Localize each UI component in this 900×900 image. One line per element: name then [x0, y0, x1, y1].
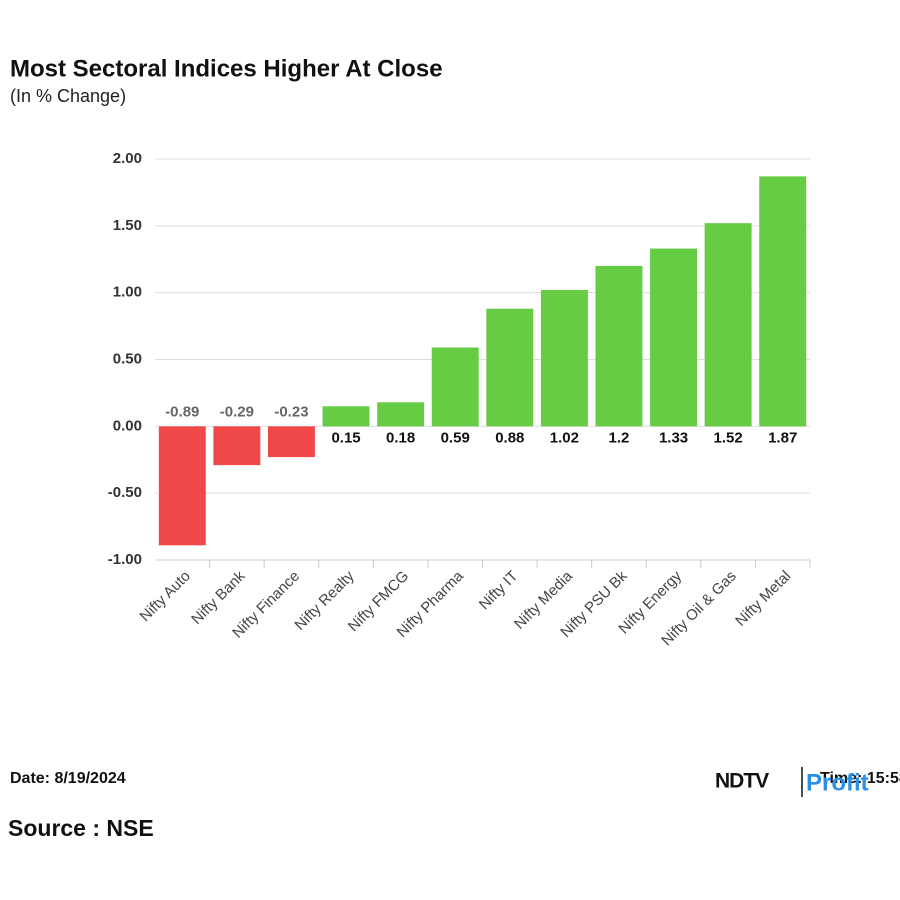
bar — [759, 176, 807, 427]
x-tick-label: Nifty Metal — [732, 568, 794, 630]
value-label: 0.18 — [386, 429, 415, 446]
value-label: -0.89 — [165, 403, 199, 420]
chart-subtitle: (In % Change) — [10, 86, 126, 106]
bar — [704, 223, 752, 427]
chart-title: Most Sectoral Indices Higher At Close — [10, 55, 443, 82]
source: Source : NSE — [8, 815, 154, 841]
value-label: 1.02 — [550, 429, 579, 446]
value-label: 0.59 — [441, 429, 470, 446]
bar — [431, 347, 479, 427]
value-label: 1.52 — [714, 429, 743, 446]
time: Time: 15:58 — [820, 770, 900, 787]
y-tick-label: 1.50 — [113, 217, 142, 234]
date: Date: 8/19/2024 — [10, 770, 126, 787]
bar — [595, 265, 643, 427]
bar — [213, 426, 261, 466]
bar — [486, 308, 534, 427]
value-label: 1.33 — [659, 429, 688, 446]
x-tick-label: Nifty IT — [476, 568, 522, 614]
logo-ndtv: NDTV — [715, 770, 769, 793]
value-label: 1.2 — [609, 429, 630, 446]
bar — [267, 426, 315, 458]
bar — [322, 406, 370, 427]
bar — [377, 402, 425, 427]
y-tick-label: -1.00 — [108, 551, 142, 568]
y-tick-label: 2.00 — [113, 150, 142, 167]
value-label: 0.88 — [495, 429, 524, 446]
y-tick-label: 0.50 — [113, 350, 142, 367]
bar — [158, 426, 206, 546]
y-tick-label: 1.00 — [113, 284, 142, 301]
value-label: -0.29 — [220, 403, 254, 420]
y-tick-label: 0.00 — [113, 417, 142, 434]
x-tick-label: Nifty Auto — [137, 568, 194, 625]
logo-profit: Profit — [806, 769, 869, 796]
bar — [540, 289, 588, 427]
bar — [650, 248, 698, 427]
y-tick-label: -0.50 — [108, 484, 142, 501]
value-label: 1.87 — [768, 429, 797, 446]
value-label: -0.23 — [274, 403, 308, 420]
value-label: 0.15 — [331, 429, 360, 446]
